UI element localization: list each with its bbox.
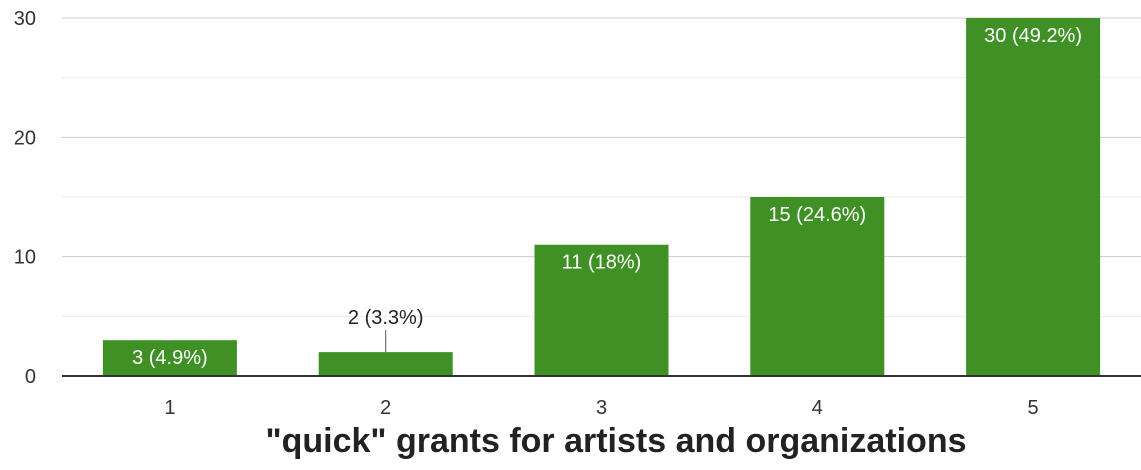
data-label: 30 (49.2%)	[984, 25, 1082, 47]
data-label: 15 (24.6%)	[768, 204, 866, 226]
bar-2	[318, 352, 453, 376]
x-tick-label: 2	[380, 397, 391, 419]
data-label: 2 (3.3%)	[348, 307, 424, 329]
y-tick-label: 0	[25, 366, 36, 388]
x-tick-label: 3	[596, 397, 607, 419]
y-tick-label: 10	[14, 247, 36, 269]
x-tick-label: 1	[164, 397, 175, 419]
data-label: 11 (18%)	[562, 252, 642, 274]
data-label: 3 (4.9%)	[132, 347, 208, 369]
bar-1	[102, 340, 237, 376]
bar-3	[534, 244, 669, 376]
x-tick-label: 4	[812, 397, 823, 419]
y-tick-label: 20	[14, 127, 36, 149]
x-tick-label: 5	[1028, 397, 1039, 419]
gridlines	[62, 17, 1141, 317]
x-axis-ticks: 1 2 3 4 5	[164, 397, 1038, 419]
bar-5	[966, 18, 1101, 376]
bars: 3 (4.9%) 2 (3.3%) 11 (18%) 15 (24.6%) 30 (49…	[102, 18, 1101, 376]
bar-4	[750, 197, 885, 376]
y-axis-ticks: 0 10 20 30	[14, 8, 36, 388]
x-axis-title: "quick" grants for artists and organizat…	[265, 422, 966, 460]
y-tick-label: 30	[14, 8, 36, 30]
